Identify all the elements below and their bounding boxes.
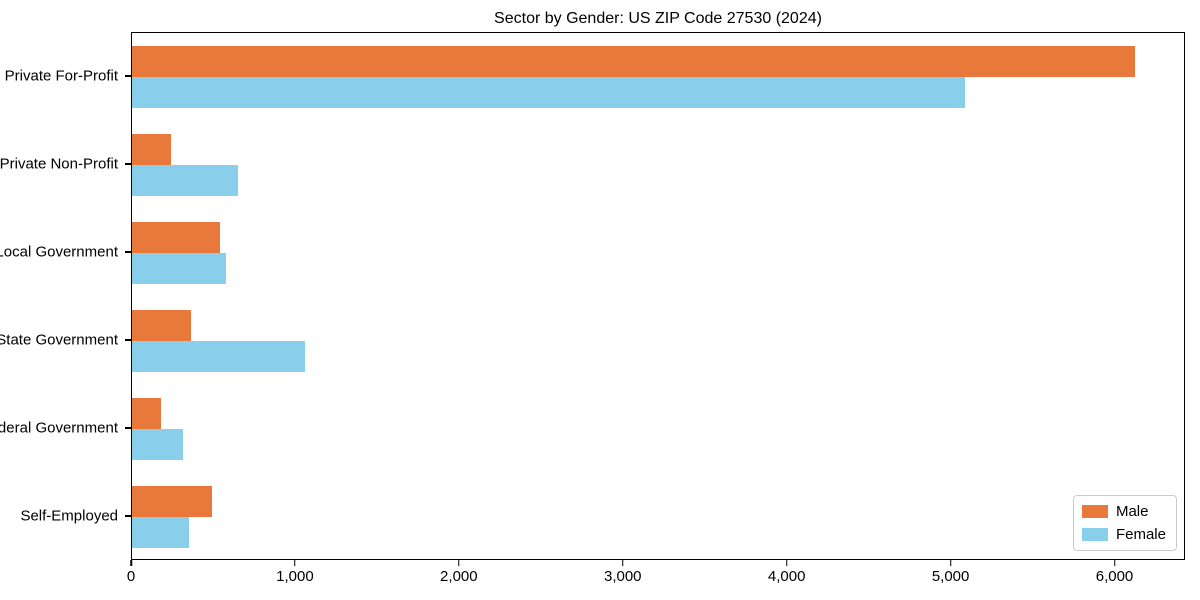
x-tick-label: 4,000 (767, 568, 806, 585)
y-tick-label: Private Non-Profit (0, 155, 118, 173)
y-tick-mark (125, 339, 131, 341)
x-tick-label: 3,000 (603, 568, 642, 585)
y-tick-mark (125, 515, 131, 517)
y-tick-mark (125, 251, 131, 253)
bar-group (132, 473, 1184, 561)
x-tick-mark (622, 560, 624, 566)
bar-group (132, 209, 1184, 297)
chart-title: Sector by Gender: US ZIP Code 27530 (202… (494, 10, 822, 27)
bar-group (132, 121, 1184, 209)
bar-female (132, 77, 965, 108)
bar-male (132, 486, 213, 517)
bar-group (132, 297, 1184, 385)
x-tick-mark (130, 560, 132, 566)
x-tick-mark (1113, 560, 1116, 566)
y-tick-label: Federal Government (0, 419, 118, 437)
x-tick-mark (294, 560, 296, 566)
legend-item-female: Female (1081, 526, 1166, 543)
bar-female (132, 517, 190, 548)
y-tick-label: Self-Employed (20, 507, 118, 525)
legend-label: Male (1115, 503, 1149, 520)
plot-area: Male Female (131, 32, 1185, 560)
bar-group (132, 385, 1184, 473)
x-tick-mark (949, 560, 952, 566)
x-tick-label: 6,000 (1095, 568, 1134, 585)
x-tick-label: 1,000 (276, 568, 314, 585)
legend-item-male: Male (1081, 503, 1166, 520)
y-axis: Private For-Profit Private Non-Profit Loca… (0, 32, 131, 560)
bar-male (132, 46, 1135, 77)
x-tick-label: 0 (126, 568, 136, 585)
bar-male (132, 222, 221, 253)
y-tick-mark (125, 75, 131, 77)
y-tick-mark (125, 427, 131, 429)
x-tick-mark (458, 560, 460, 566)
x-tick-label: 5,000 (931, 568, 970, 585)
x-tick-mark (785, 560, 788, 566)
y-tick-label: State Government (0, 331, 118, 349)
y-tick-mark (125, 163, 131, 165)
x-axis: 0 1,000 2,000 3,000 4,000 5,000 6,000 (127, 560, 1185, 600)
bar-group (132, 33, 1184, 121)
bar-female (132, 253, 227, 284)
bar-female (132, 429, 183, 460)
bar-male (132, 134, 172, 165)
bar-female (132, 165, 238, 196)
bar-female (132, 341, 306, 372)
legend: Male Female (1072, 495, 1177, 551)
bar-male (132, 398, 162, 429)
y-tick-label: Private For-Profit (4, 67, 118, 85)
bar-male (132, 310, 191, 341)
x-tick-label: 2,000 (440, 568, 478, 585)
y-tick-label: Local Government (0, 243, 118, 261)
legend-swatch-male (1081, 505, 1108, 518)
legend-swatch-female (1081, 528, 1108, 541)
legend-label: Female (1115, 526, 1166, 543)
